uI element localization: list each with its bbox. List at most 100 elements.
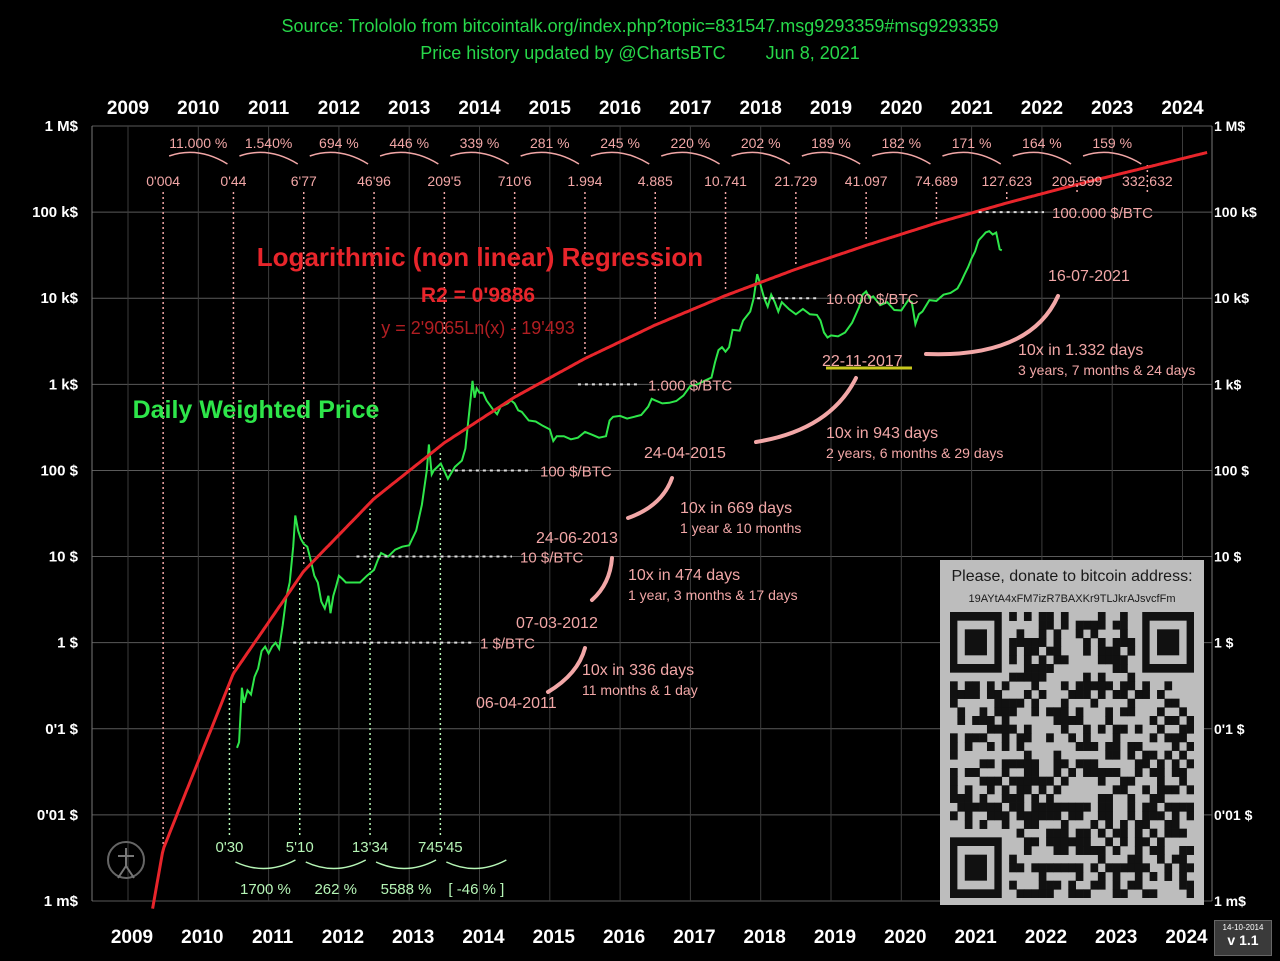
qr-module xyxy=(1046,733,1054,743)
qr-module xyxy=(1023,638,1032,647)
qr-module xyxy=(1120,655,1128,665)
qr-module xyxy=(1068,880,1076,890)
qr-module xyxy=(1031,776,1040,786)
qr-module xyxy=(1001,820,1010,829)
qr-module xyxy=(1038,690,1047,699)
qr-module xyxy=(1009,776,1017,786)
qr-module xyxy=(1031,802,1040,812)
qr-module xyxy=(1164,863,1173,873)
qr-module xyxy=(950,698,958,708)
price-milestone-label: 0'30 xyxy=(216,839,244,856)
qr-module xyxy=(1134,820,1143,829)
qr-module xyxy=(1046,880,1054,890)
qr-module xyxy=(1083,690,1091,699)
qr-module xyxy=(1112,828,1121,838)
qr-module xyxy=(1053,811,1062,821)
qr-module xyxy=(1186,880,1194,890)
qr-module xyxy=(1001,698,1010,708)
x-tick-label-bottom: 2010 xyxy=(181,927,223,948)
qr-module xyxy=(1149,733,1158,743)
growth-arrow xyxy=(235,859,296,870)
qr-module xyxy=(1075,759,1084,769)
qr-module xyxy=(1016,742,1025,751)
qr-module xyxy=(1009,802,1017,812)
qr-module xyxy=(1009,638,1017,647)
qr-module xyxy=(1097,612,1106,621)
interval-detail: 1 year, 3 months & 17 days xyxy=(628,587,798,603)
x-tick-label-bottom: 2019 xyxy=(814,927,856,948)
qr-module xyxy=(1046,889,1054,898)
qr-module xyxy=(950,785,958,795)
qr-module xyxy=(1016,672,1025,682)
qr-module xyxy=(1105,768,1113,777)
qr-module xyxy=(1083,846,1091,855)
qr-module xyxy=(1075,863,1084,873)
qr-module xyxy=(1046,707,1054,717)
qr-module xyxy=(1142,785,1150,795)
qr-module xyxy=(1112,750,1121,760)
qr-module xyxy=(1149,802,1158,812)
qr-module xyxy=(1031,820,1040,829)
qr-module xyxy=(1083,889,1091,898)
qr-module xyxy=(1053,863,1062,873)
qr-module xyxy=(950,811,958,821)
update-line: Price history updated by @ChartsBTC Jun … xyxy=(0,43,1280,64)
qr-module xyxy=(972,802,980,812)
qr-module xyxy=(1134,854,1143,864)
qr-module xyxy=(1164,681,1173,691)
qr-module xyxy=(1105,716,1113,725)
qr-module xyxy=(1083,837,1091,847)
qr-module xyxy=(1112,889,1121,898)
qr-module xyxy=(1016,811,1025,821)
qr-module xyxy=(1031,672,1040,682)
interval-detail: 3 years, 7 months & 24 days xyxy=(1018,362,1195,378)
y-tick-label-right: 10 k$ xyxy=(1214,290,1249,306)
qr-module xyxy=(964,820,973,829)
qr-module xyxy=(1112,846,1121,855)
price-growth-label: [ -46 % ] xyxy=(448,881,504,898)
qr-module xyxy=(1164,785,1173,795)
qr-module xyxy=(1134,759,1143,769)
qr-module xyxy=(1031,889,1040,898)
qr-module xyxy=(1046,620,1054,630)
qr-module xyxy=(1149,828,1158,838)
qr-module xyxy=(957,716,966,725)
qr-module xyxy=(964,681,973,691)
qr-module xyxy=(1186,785,1194,795)
qr-module xyxy=(1164,820,1173,829)
qr-module xyxy=(1001,733,1010,743)
regression-growth-label: 189 % xyxy=(811,135,851,151)
regression-growth-label: 245 % xyxy=(600,135,640,151)
qr-module xyxy=(950,750,958,760)
qr-module xyxy=(1171,811,1180,821)
qr-module xyxy=(972,690,980,699)
regression-value-label: 4.885 xyxy=(638,173,673,189)
qr-module xyxy=(1120,612,1128,621)
regression-growth-label: 339 % xyxy=(460,135,500,151)
update-text: Price history updated by @ChartsBTC xyxy=(420,43,726,63)
qr-module xyxy=(1112,620,1121,630)
qr-module xyxy=(1023,785,1032,795)
qr-module xyxy=(1009,672,1017,682)
qr-module xyxy=(1001,811,1010,821)
qr-module xyxy=(1127,854,1136,864)
qr-module xyxy=(964,794,973,803)
x-tick-label-top: 2013 xyxy=(388,98,430,119)
qr-module xyxy=(1171,768,1180,777)
qr-module xyxy=(1127,880,1136,890)
qr-module xyxy=(1038,889,1047,898)
qr-module xyxy=(1134,768,1143,777)
qr-module xyxy=(1179,854,1187,864)
qr-module xyxy=(1053,837,1062,847)
qr-module xyxy=(964,690,973,699)
qr-module xyxy=(1149,872,1158,881)
qr-module xyxy=(1038,672,1047,682)
qr-module xyxy=(1097,846,1106,855)
y-tick-label-right: 1 $ xyxy=(1214,635,1234,651)
qr-module xyxy=(1009,759,1017,769)
qr-module xyxy=(1127,863,1136,873)
qr-module xyxy=(1127,750,1136,760)
qr-module xyxy=(1120,785,1128,795)
qr-module xyxy=(1009,863,1017,873)
crossing-date-label: 07-03-2012 xyxy=(516,615,598,632)
